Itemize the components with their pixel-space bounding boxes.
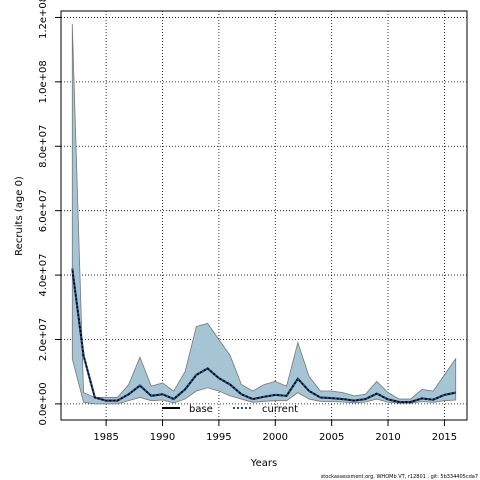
x-tick-label: 1995 xyxy=(206,432,231,443)
x-tick-label: 2010 xyxy=(375,432,400,443)
legend-current-label: current xyxy=(262,404,298,415)
footer-stamp: stockassessment.org, WHOMb VT, r12801 , … xyxy=(321,474,478,480)
x-tick-label: 2005 xyxy=(319,432,344,443)
series-lines xyxy=(71,268,456,403)
grid xyxy=(61,11,467,420)
x-axis-title: Years xyxy=(250,458,277,469)
y-axis: 0.0e+00 2.0e+07 4.0e+07 6.0e+07 8.0e+07 1.0e+… xyxy=(38,0,61,425)
x-tick-label: 2015 xyxy=(432,432,457,443)
current-series-line xyxy=(71,268,456,403)
confidence-band xyxy=(71,23,457,405)
y-tick-label: 1.0e+08 xyxy=(38,60,49,103)
y-axis-title: Recruits (age 0) xyxy=(14,176,25,256)
legend: base current xyxy=(162,404,298,415)
x-axis: 1985 1990 1995 2000 2005 2010 2015 xyxy=(93,420,457,443)
y-tick-label: 2.0e+07 xyxy=(38,318,49,361)
y-tick-label: 1.2e+08 xyxy=(38,0,49,39)
plot-frame xyxy=(60,10,468,421)
y-tick-label: 0.0e+00 xyxy=(38,382,49,425)
y-tick-label: 8.0e+07 xyxy=(38,125,49,168)
y-tick-label: 4.0e+07 xyxy=(38,253,49,296)
y-tick-label: 6.0e+07 xyxy=(38,189,49,232)
x-tick-label: 1990 xyxy=(150,432,175,443)
band-area xyxy=(71,23,457,405)
legend-base-label: base xyxy=(189,404,213,415)
x-tick-label: 2000 xyxy=(263,432,288,443)
x-tick-label: 1985 xyxy=(93,432,118,443)
